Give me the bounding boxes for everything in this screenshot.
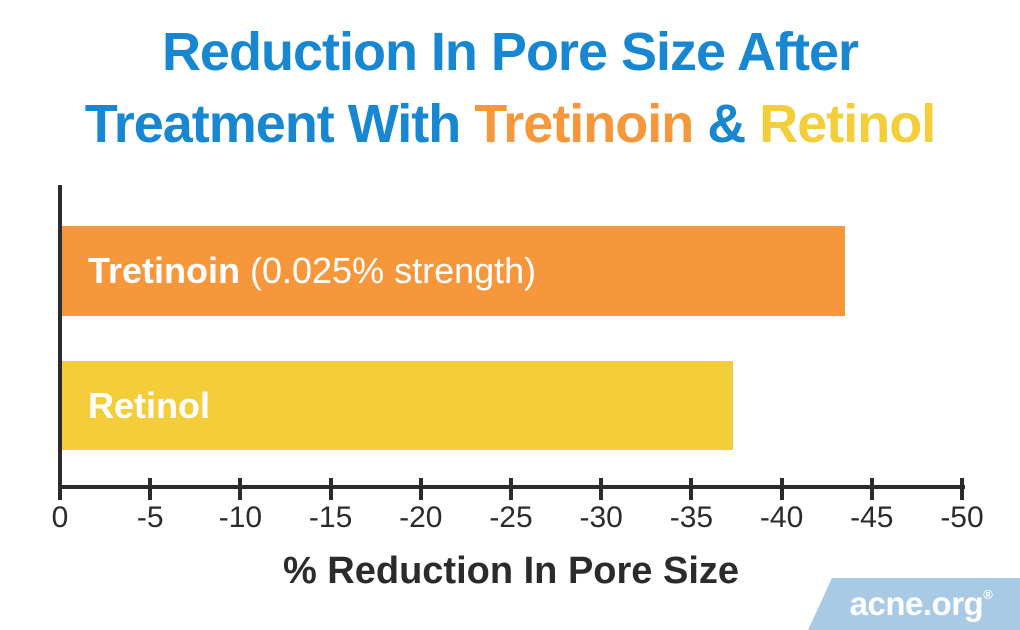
bar-tretinoin: Tretinoin (0.025% strength) xyxy=(62,226,845,316)
x-axis-tick xyxy=(509,478,513,500)
registered-trademark-icon: ® xyxy=(983,587,993,602)
x-axis-tick xyxy=(960,478,964,500)
bar-label-retinol-name: Retinol xyxy=(88,384,210,426)
x-axis-tick-label: -15 xyxy=(308,501,353,534)
x-axis-tick-label: -50 xyxy=(940,501,984,534)
x-axis-tick-label: -10 xyxy=(218,501,263,534)
x-axis-tick xyxy=(779,478,784,500)
x-axis-tick-label: -5 xyxy=(136,501,164,534)
x-axis-title: % Reduction In Pore Size xyxy=(282,550,740,592)
chart-title-line2: Treatment With Tretinoin & Retinol xyxy=(0,88,1020,160)
x-axis-tick xyxy=(689,478,694,500)
x-axis-tick xyxy=(418,478,423,500)
x-axis-tick-label: 0 xyxy=(51,501,69,534)
x-axis-tick-label: -45 xyxy=(850,501,894,534)
bar-label-tretinoin: Tretinoin (0.025% strength) xyxy=(62,250,536,292)
x-axis-tick xyxy=(148,478,153,500)
x-axis-tick xyxy=(599,478,604,500)
acne-org-wordmark: acne.org xyxy=(849,585,984,622)
bar-label-retinol: Retinol xyxy=(62,385,210,427)
x-axis-ticks: 0 -5 -10 -15 -20 -25 -30 -35 -40 -45 -50 xyxy=(52,0,984,630)
bar-retinol: Retinol xyxy=(62,361,734,450)
x-axis-tick xyxy=(238,478,243,500)
x-axis-tick-label: -25 xyxy=(489,501,533,534)
acne-org-logo-banner: acne.org® xyxy=(808,578,1020,630)
x-axis-tick-label: -20 xyxy=(399,501,443,534)
x-axis-tick-label: -35 xyxy=(669,501,714,534)
x-axis-tick xyxy=(869,478,874,500)
chart-title-line1: Reduction In Pore Size After xyxy=(161,22,859,82)
y-axis-line xyxy=(58,185,62,489)
x-axis-tick-label: -40 xyxy=(759,501,804,534)
title-ampersand: & xyxy=(693,94,760,154)
x-axis-tick xyxy=(58,478,62,500)
title-line2-prefix: Treatment With xyxy=(84,94,475,154)
chart-title: Reduction In Pore Size After Treatment W… xyxy=(0,16,1020,160)
x-axis-tick-label: -30 xyxy=(579,501,623,534)
x-axis-tick xyxy=(328,478,333,500)
acne-org-logo-text: acne.org® xyxy=(850,585,993,623)
title-word-tretinoin: Tretinoin xyxy=(474,94,694,154)
bar-label-tretinoin-name: Tretinoin xyxy=(88,250,240,291)
title-word-retinol: Retinol xyxy=(759,94,936,154)
bar-label-tretinoin-strength: (0.025% strength) xyxy=(240,250,537,291)
